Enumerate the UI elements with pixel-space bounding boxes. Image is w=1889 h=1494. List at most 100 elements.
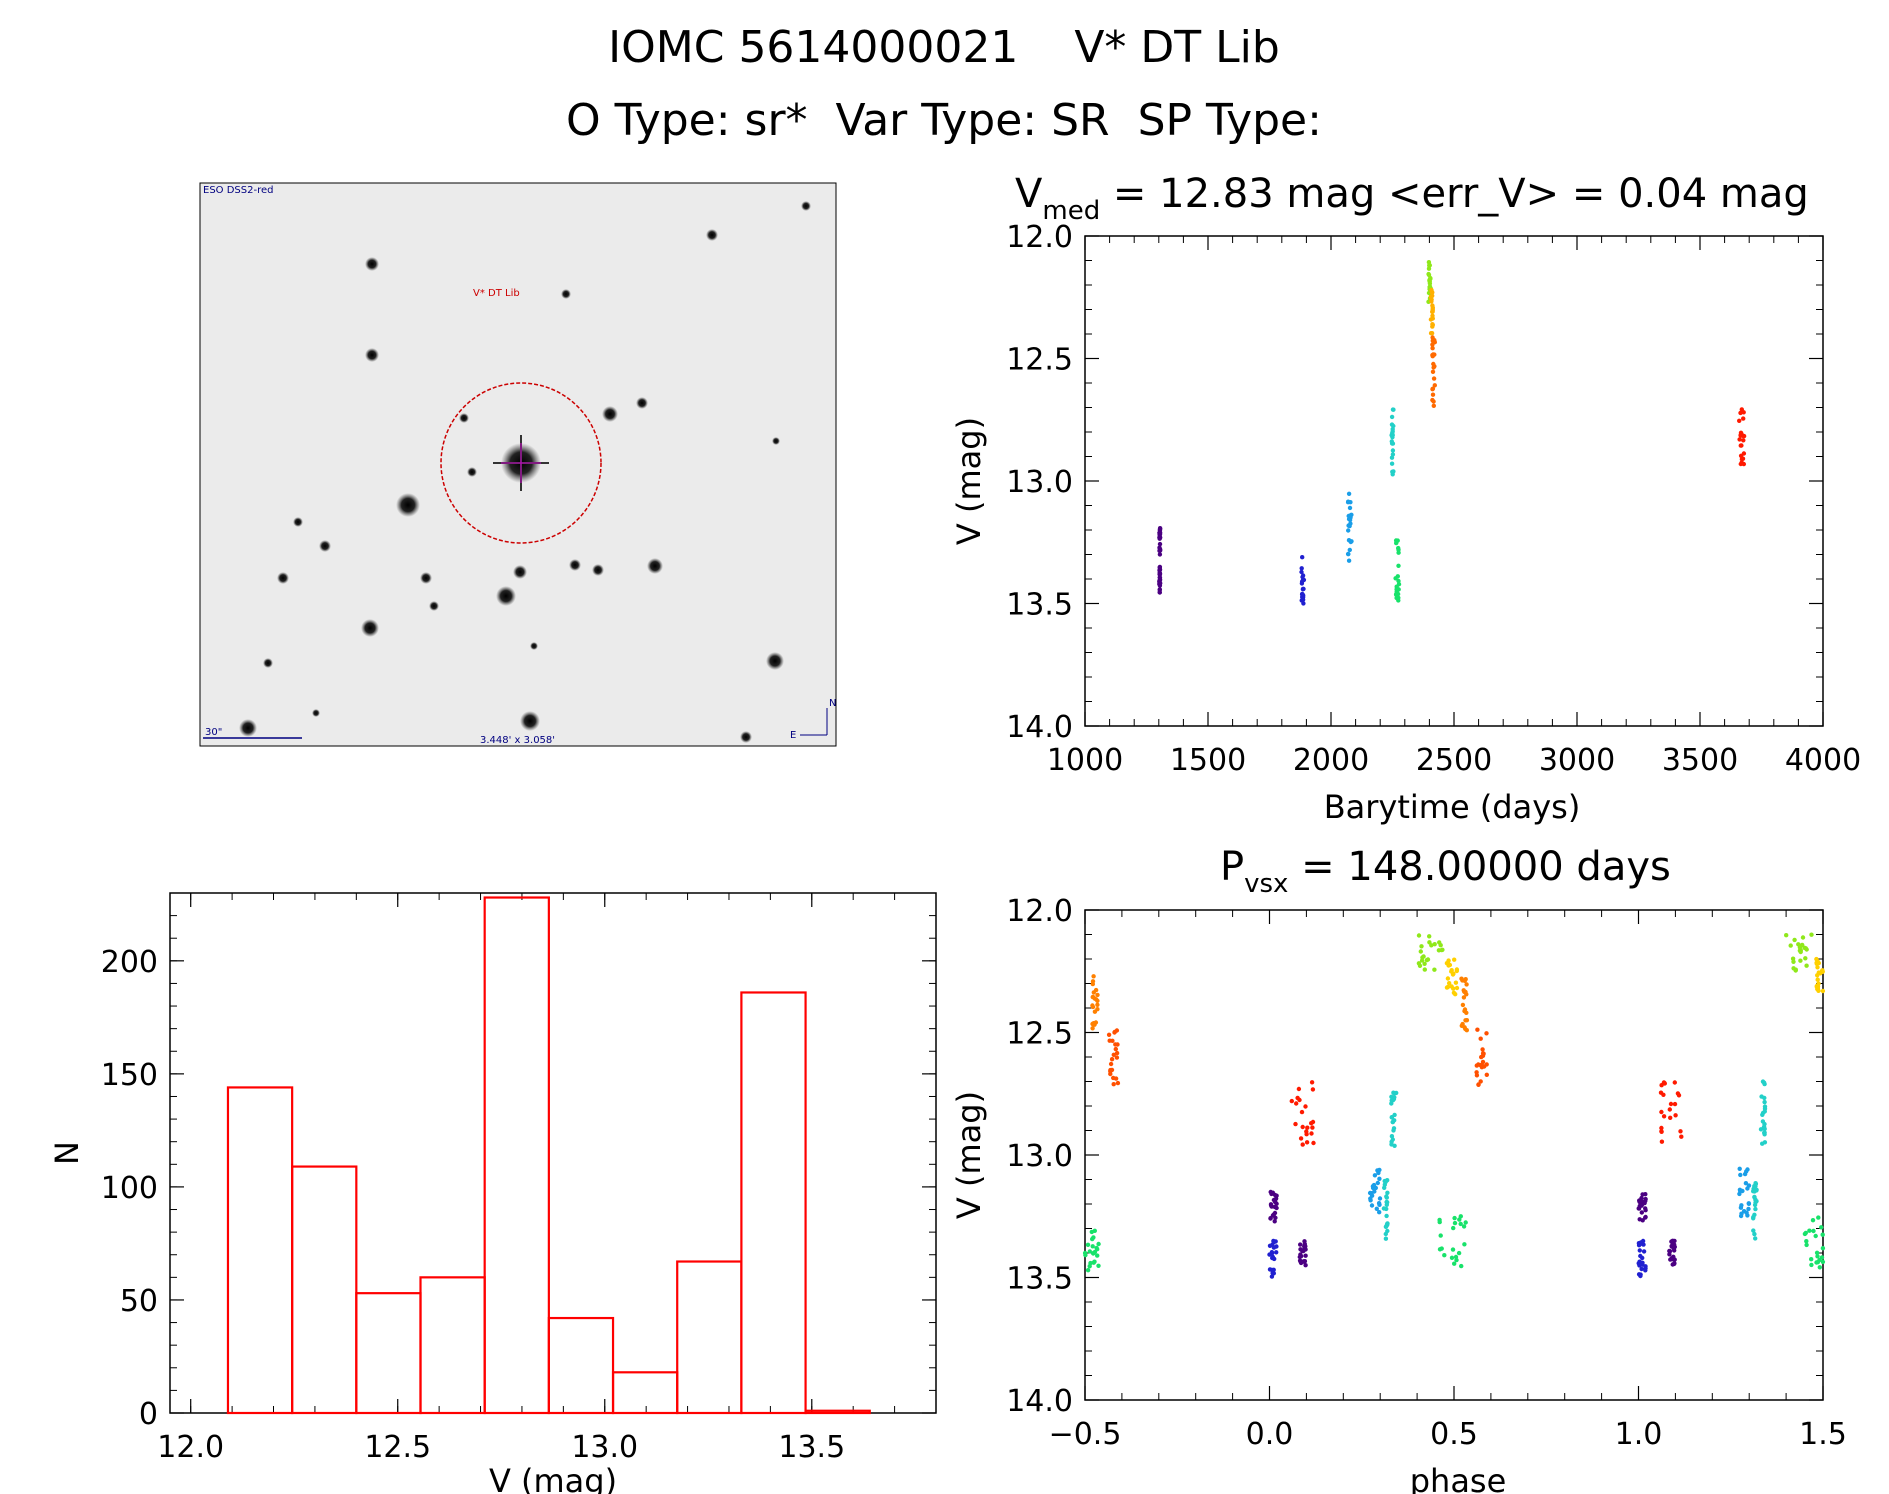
ph-points-point-s1 <box>1269 1267 1275 1273</box>
lightcurve-title: Vmed = 12.83 mag <err_V> = 0.04 mag <box>1015 171 1809 226</box>
ph-points-point-s18 <box>1678 1129 1683 1134</box>
ph-points-point-s8 <box>1432 942 1437 947</box>
ph-points-point-s18 <box>1668 1115 1673 1121</box>
ph-points-point-s7 <box>1461 1224 1467 1229</box>
ph-points-point-s12 <box>1090 1244 1095 1249</box>
ph-points-point-s14 <box>1106 1032 1112 1038</box>
ph-points-point-s4 <box>1377 1210 1382 1215</box>
ph-points-point-s11 <box>1478 1079 1483 1084</box>
ph-points-point-s12 <box>1082 1250 1088 1256</box>
ph-points-point-s14 <box>1111 1082 1116 1087</box>
ph-points-point-s9 <box>1445 984 1451 990</box>
ph-points-point-s22 <box>1815 1254 1820 1259</box>
lc-points-point-s4 <box>1389 461 1395 466</box>
ph-points-point-s16 <box>1636 1272 1642 1277</box>
lc-points-point-s2 <box>1299 566 1304 571</box>
lc-points-point-s7 <box>1428 317 1434 322</box>
ph-points-point-s18 <box>1659 1125 1664 1131</box>
ph-points-point-s18 <box>1676 1093 1682 1098</box>
lc-points-point-s4 <box>1391 407 1396 412</box>
histogram-xlabel: V (mag) <box>489 1462 617 1494</box>
ph-points-point-s24 <box>1820 988 1826 994</box>
lc-points-point-s9 <box>1739 407 1745 412</box>
histogram-bar-5 <box>547 1316 615 1415</box>
ph-points-point-s3 <box>1309 1080 1315 1085</box>
phased-ylabel: V (mag) <box>950 1091 988 1219</box>
ph-points-point-s19 <box>1744 1169 1749 1174</box>
star-1 <box>365 348 379 362</box>
star-25 <box>263 658 273 668</box>
target-label: V* DT Lib <box>473 288 520 299</box>
lc-points-point-s8 <box>1431 399 1436 404</box>
star-19 <box>706 229 718 241</box>
histogram-bar-3 <box>419 1276 486 1415</box>
ph-points-point-s5 <box>1382 1185 1387 1191</box>
ph-points-point-s21 <box>1762 1099 1767 1105</box>
lc-points-point-s9 <box>1738 453 1744 458</box>
ph-points-point-s7 <box>1452 1220 1458 1226</box>
lc-points-point-s3 <box>1346 523 1351 528</box>
ph-points-point-s6 <box>1392 1118 1397 1123</box>
ph-points-point-s3 <box>1298 1136 1304 1141</box>
sky-thumbnail: ESO DSS2-red V* DT Lib 30" 3.448' x 3.05… <box>199 182 837 747</box>
lc-points-point-s2 <box>1300 555 1305 560</box>
ph-points-point-s9 <box>1451 986 1456 991</box>
ph-ticks-xtick-label-0: −0.5 <box>1049 1417 1122 1452</box>
ph-points-point-s18 <box>1673 1113 1678 1118</box>
ph-points-point-s23 <box>1798 958 1803 963</box>
ph-points-point-s16 <box>1641 1249 1647 1254</box>
ph-points-point-s16 <box>1640 1255 1645 1261</box>
ph-points-point-s20 <box>1753 1206 1758 1212</box>
ph-points-point-s13 <box>1092 1022 1097 1027</box>
ph-points-point-s4 <box>1375 1180 1381 1186</box>
ph-points-point-s18 <box>1661 1092 1666 1098</box>
ph-points-point-s7 <box>1453 1254 1459 1260</box>
ph-points-point-s7 <box>1459 1263 1464 1269</box>
lc-points-point-s6 <box>1426 271 1431 277</box>
lc-points-point-s8 <box>1430 392 1436 397</box>
ph-points-point-s10 <box>1463 1026 1468 1032</box>
histogram-bar-8 <box>740 991 807 1415</box>
ph-points-point-s17 <box>1667 1252 1672 1257</box>
star-11 <box>569 559 581 571</box>
fov-label: 3.448' x 3.058' <box>480 735 555 746</box>
ph-points-point-s18 <box>1672 1101 1678 1107</box>
ph-points-point-s11 <box>1480 1059 1486 1065</box>
ph-points-point-s5 <box>1384 1194 1389 1199</box>
ph-points-point-s20 <box>1751 1228 1756 1233</box>
ph-points-point-s22 <box>1804 1242 1809 1248</box>
ph-points-point-s5 <box>1385 1190 1390 1196</box>
ph-points-point-s22 <box>1813 1233 1818 1239</box>
ph-points-point-s22 <box>1811 1228 1816 1234</box>
ph-points-point-s17 <box>1672 1257 1677 1262</box>
ph-points-point-s21 <box>1761 1125 1767 1130</box>
ph-points-point-s13 <box>1090 1026 1095 1031</box>
ph-points-point-s6 <box>1394 1090 1399 1096</box>
ph-points-point-s21 <box>1759 1094 1764 1099</box>
histogram-bar-7 <box>676 1260 743 1415</box>
ph-points-point-s17 <box>1672 1248 1677 1253</box>
lc-points-point-s8 <box>1430 369 1436 374</box>
ph-points-point-s2 <box>1303 1263 1308 1268</box>
lc-ticks-xtick-label-5: 3500 <box>1662 743 1738 778</box>
phased-title: Pvsx = 148.00000 days <box>1220 844 1671 899</box>
lc-points-point-s0 <box>1157 541 1163 547</box>
ph-points-point-s4 <box>1372 1173 1378 1178</box>
ph-points-point-s22 <box>1802 1231 1808 1237</box>
ph-points-point-s14 <box>1107 1038 1112 1043</box>
lc-points-point-s4 <box>1389 455 1395 460</box>
hist-ticks-ytick-label-0: 0 <box>139 1397 158 1432</box>
target-circle <box>440 382 602 544</box>
ph-points-point-s9 <box>1454 967 1460 972</box>
ph-points-point-s8 <box>1416 933 1422 938</box>
ph-points-point-s23 <box>1790 956 1796 961</box>
ph-points-point-s14 <box>1114 1050 1120 1056</box>
ph-points-point-s4 <box>1368 1196 1373 1201</box>
ph-points-point-s20 <box>1753 1236 1758 1241</box>
hist-ticks-xtick-label-2: 13.0 <box>571 1430 638 1465</box>
ph-points-point-s11 <box>1478 1036 1483 1041</box>
ph-points-point-s7 <box>1437 1217 1442 1223</box>
lc-points-point-s7 <box>1430 290 1435 295</box>
ph-points-point-s11 <box>1474 1063 1480 1068</box>
hist-ticks-ytick-label-2: 100 <box>101 1171 158 1206</box>
